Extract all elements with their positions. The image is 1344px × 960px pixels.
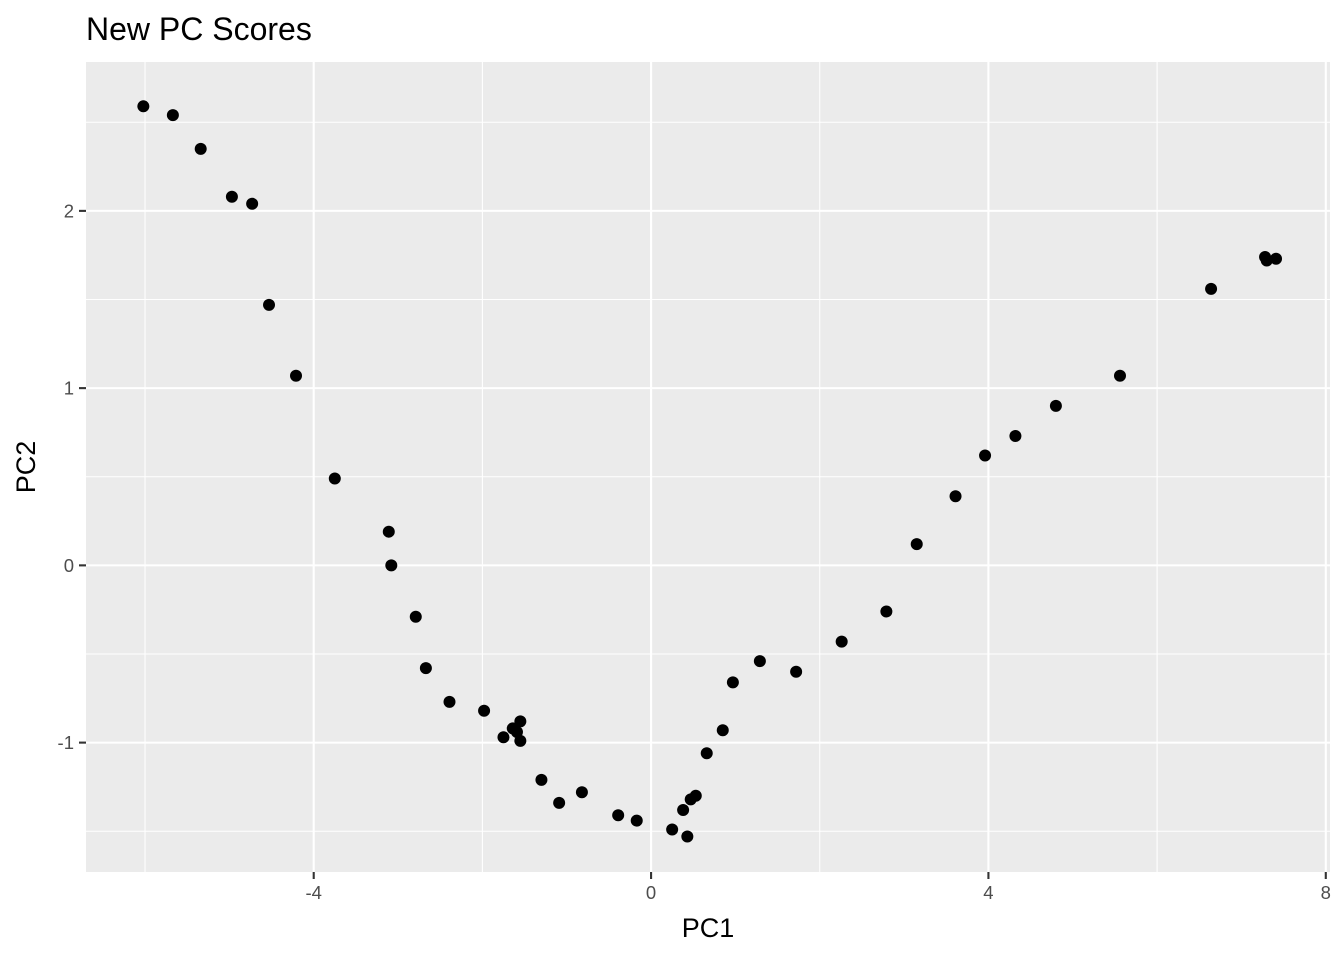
data-point [1113,369,1126,382]
data-point [194,142,207,155]
data-point [835,635,848,648]
x-tick-label: 4 [983,882,993,903]
y-axis-title: PC2 [11,441,41,494]
data-point [949,490,962,503]
data-point [689,789,702,802]
data-point [979,449,992,462]
data-point [575,786,588,799]
data-point [1260,254,1273,267]
data-point [497,731,510,744]
x-tick-label: 8 [1321,882,1331,903]
data-point [290,369,303,382]
data-point [1270,252,1283,265]
minor-gridlines [86,62,1330,872]
x-axis: -4 0 4 8 [305,872,1331,903]
data-point [385,559,398,572]
plot-panel [86,62,1330,872]
data-point [790,665,803,678]
data-point [677,803,690,816]
data-point [753,655,766,668]
data-point [246,197,259,210]
major-gridlines [86,62,1330,872]
data-point [328,472,341,485]
data-point [409,610,422,623]
data-point [1049,399,1062,412]
data-point [700,747,713,760]
x-tick-label: 0 [646,882,656,903]
y-axis: -1 0 1 2 [58,200,86,753]
data-point [630,814,643,827]
data-point [681,830,694,843]
data-point [553,796,566,809]
data-point [382,525,395,538]
data-point [443,695,456,708]
data-point [726,676,739,689]
x-tick-label: -4 [305,882,321,903]
data-point [910,538,923,551]
data-point [1205,282,1218,295]
data-point [535,773,548,786]
data-points [137,100,1283,843]
data-point [514,715,527,728]
data-point [880,605,893,618]
data-point [1009,429,1022,442]
y-tick-label: 1 [64,378,74,399]
data-point [612,809,625,822]
y-tick-label: 2 [64,200,74,221]
data-point [225,190,238,203]
data-point [419,662,432,675]
y-tick-label: -1 [58,732,74,753]
data-point [666,823,679,836]
data-point [478,704,491,717]
data-point [263,298,276,311]
data-point [137,100,150,113]
data-point [514,734,527,747]
data-point [716,724,729,737]
data-point [166,109,179,122]
x-axis-title: PC1 [682,913,735,943]
y-tick-label: 0 [64,555,74,576]
chart-title: New PC Scores [86,11,312,47]
